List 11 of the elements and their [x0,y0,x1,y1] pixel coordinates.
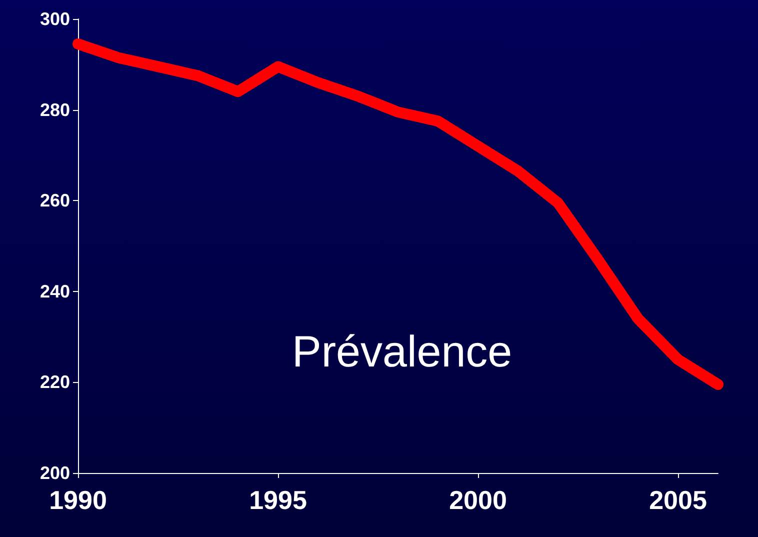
y-tick-label: 220 [40,372,70,392]
x-tick-label: 1990 [49,485,107,515]
y-tick-label: 260 [40,190,70,211]
y-tick-label: 280 [40,100,70,120]
annotation: Prévalence [292,328,512,376]
x-tick-label: 2000 [449,485,507,515]
y-tick-label: 300 [40,9,70,29]
y-tick-label: 240 [40,281,70,302]
y-tick-label: 200 [40,463,70,483]
x-tick-label: 1995 [249,485,307,515]
x-tick-label: 2005 [649,485,707,515]
